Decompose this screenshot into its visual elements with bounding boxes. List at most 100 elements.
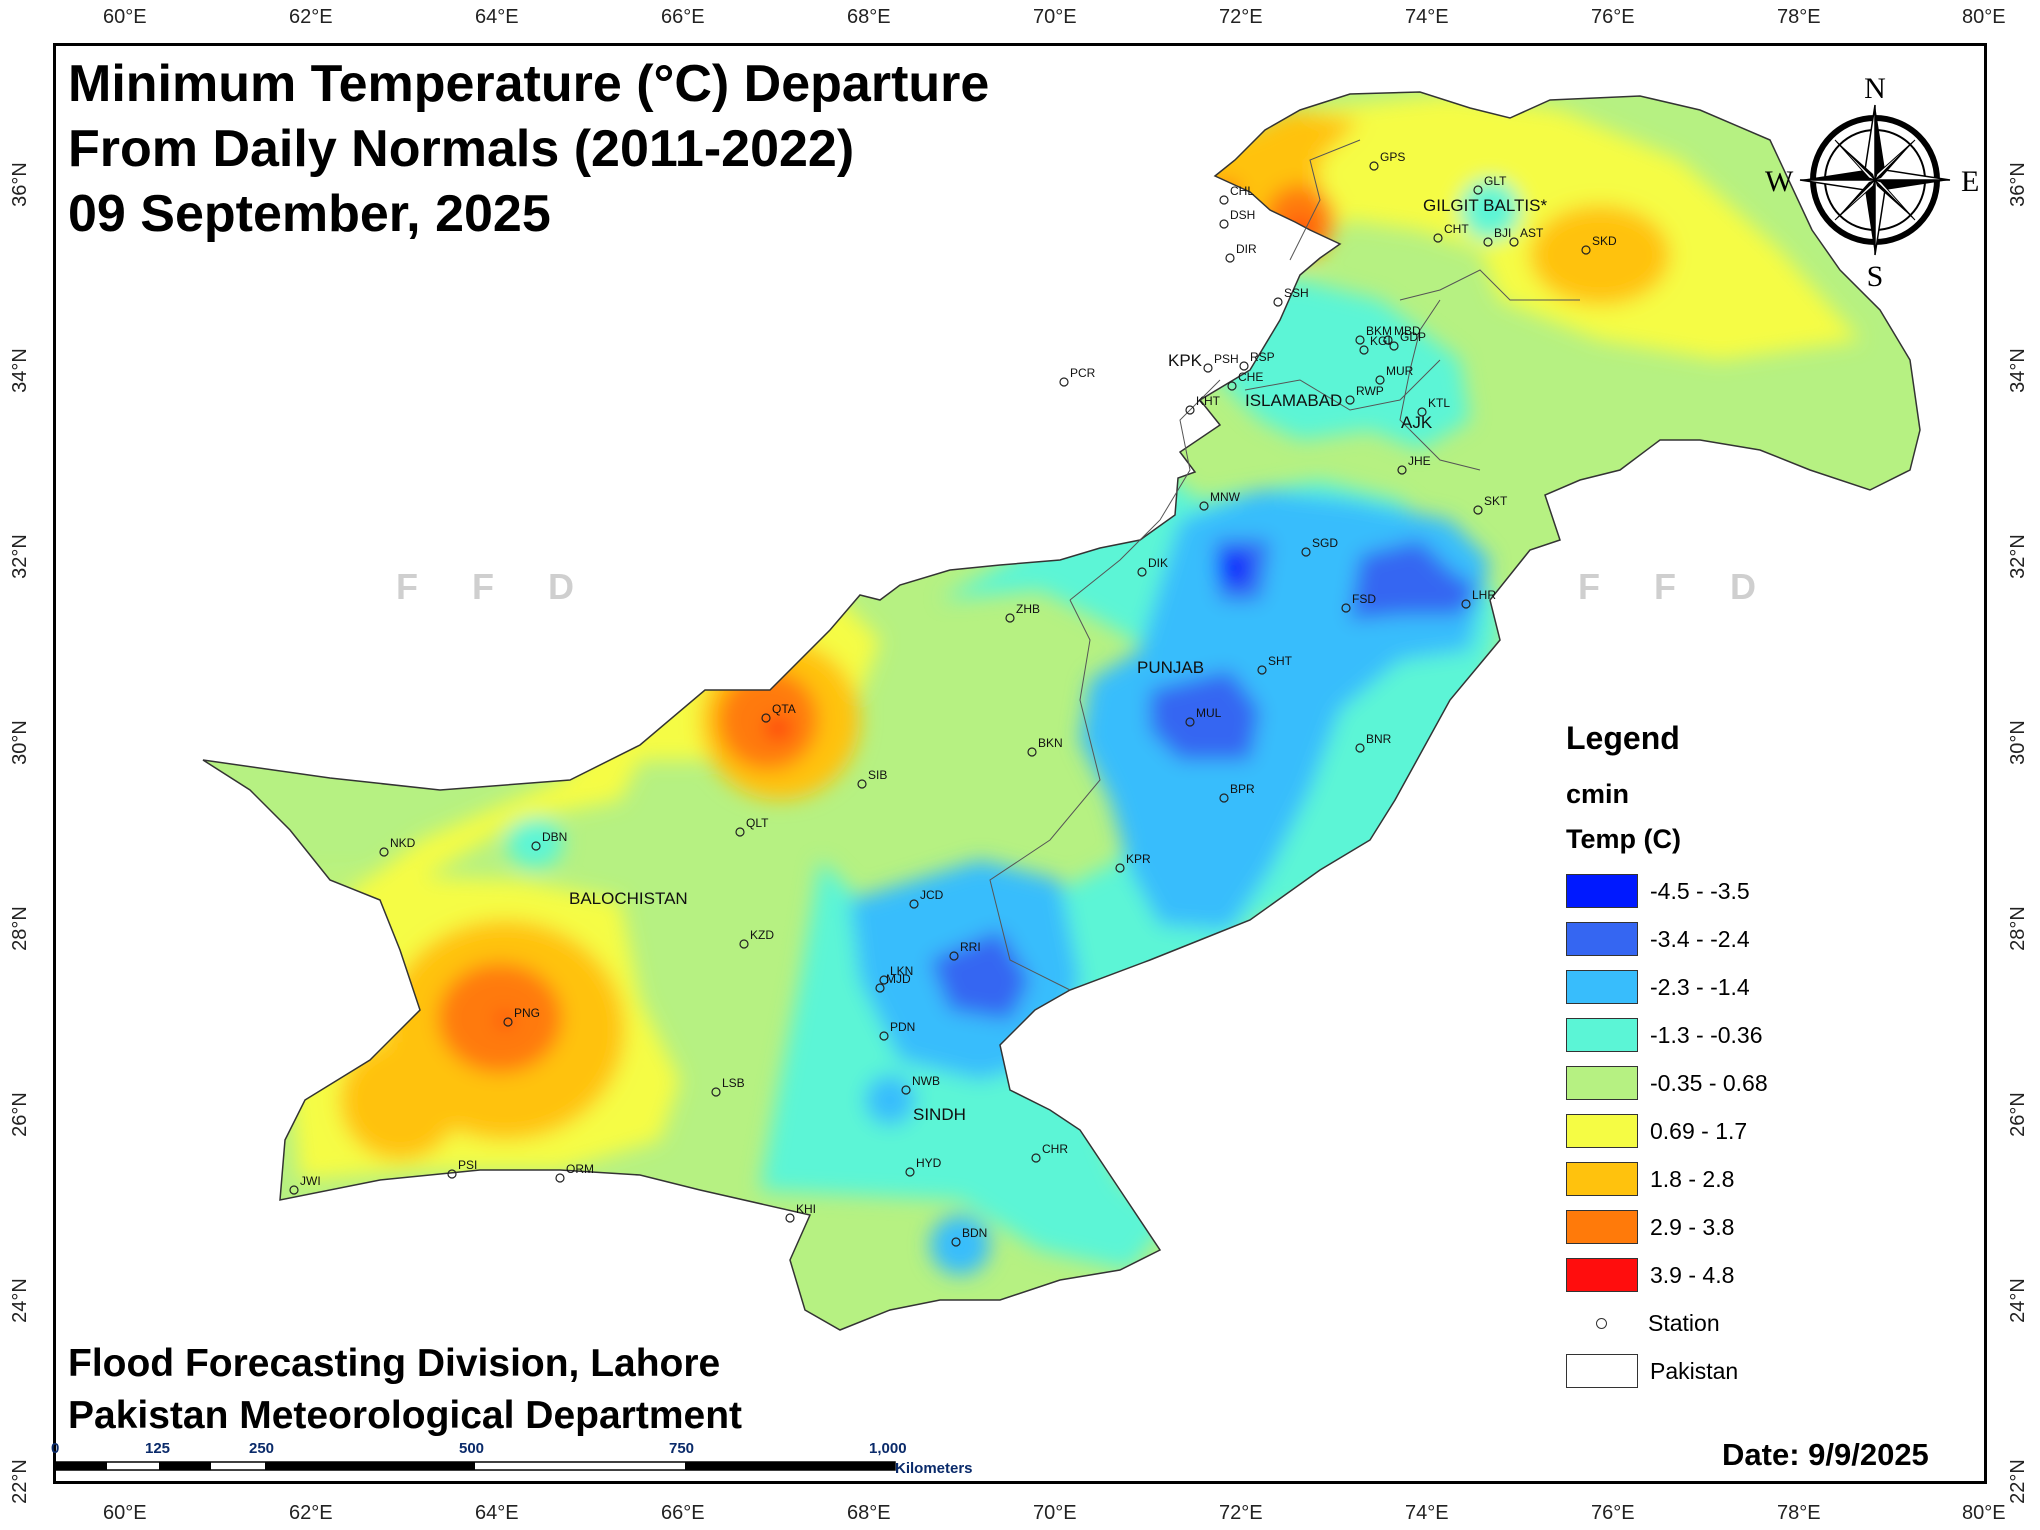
station-marker xyxy=(735,827,745,837)
station-marker xyxy=(1027,747,1037,757)
station-marker xyxy=(1137,567,1147,577)
station-marker xyxy=(1199,501,1209,511)
lon-tick-top: 80°E xyxy=(1962,6,2006,28)
station-marker xyxy=(1301,547,1311,557)
region-label-balochistan: BALOCHISTAN xyxy=(569,889,688,908)
lon-tick-top: 68°E xyxy=(847,6,891,28)
station-label: QLT xyxy=(746,816,769,830)
scale-tick: 1,000 xyxy=(869,1440,907,1457)
region-labels: GILGIT BALTIS* KPK ISLAMABAD AJK PUNJAB … xyxy=(569,196,1547,1124)
pakistan-outline xyxy=(202,91,1921,1331)
region-label-sindh: SINDH xyxy=(913,1105,966,1124)
station-label: SGD xyxy=(1312,536,1338,550)
station-marker xyxy=(1473,505,1483,515)
legend-class-label: 3.9 - 4.8 xyxy=(1650,1261,1735,1288)
station-marker xyxy=(785,1213,795,1223)
station-marker xyxy=(1355,743,1365,753)
station-marker xyxy=(1227,381,1237,391)
scale-tick: 750 xyxy=(669,1440,695,1457)
station-label: RRI xyxy=(960,940,981,954)
station-marker xyxy=(1581,245,1591,255)
station-label: MNW xyxy=(1210,490,1241,504)
station-label: KHI xyxy=(796,1202,816,1216)
station-label: KPR xyxy=(1126,852,1151,866)
title-line-3: 09 September, 2025 xyxy=(68,185,551,243)
legend-station-row: Station xyxy=(1566,1299,1926,1347)
watermark-left: F F D xyxy=(396,566,596,607)
station-label: JWI xyxy=(300,1174,321,1188)
station-marker xyxy=(1417,407,1427,417)
station-label: CHT xyxy=(1444,222,1469,236)
lon-tick-bottom: 76°E xyxy=(1591,1502,1635,1524)
station-marker xyxy=(1473,185,1483,195)
lon-tick-top: 78°E xyxy=(1777,6,1821,28)
station-marker xyxy=(1509,237,1519,247)
legend-class-row: 3.9 - 4.8 xyxy=(1566,1251,1926,1299)
station-marker xyxy=(1219,793,1229,803)
legend-class-label: -4.5 - -3.5 xyxy=(1650,877,1750,904)
legend-swatch xyxy=(1566,1066,1638,1100)
station-marker xyxy=(289,1185,299,1195)
legend-unit-title: Temp (C) xyxy=(1566,824,1681,854)
station-label: BKM xyxy=(1366,324,1392,338)
lon-tick-bottom: 64°E xyxy=(475,1502,519,1524)
station-label: CHR xyxy=(1042,1142,1068,1156)
station-marker xyxy=(1185,405,1195,415)
legend-class-label: -3.4 - -2.4 xyxy=(1650,925,1750,952)
station-label: MBD xyxy=(1394,324,1421,338)
station-marker xyxy=(1383,335,1393,345)
lon-tick-bottom: 68°E xyxy=(847,1502,891,1524)
station-marker xyxy=(1355,335,1365,345)
station-marker xyxy=(1375,375,1385,385)
station-label: RSP xyxy=(1250,350,1275,364)
station-marker xyxy=(447,1169,457,1179)
station-label: NWB xyxy=(912,1074,940,1088)
station-label: CHL xyxy=(1230,184,1254,198)
station-label: BNR xyxy=(1366,732,1392,746)
lon-tick-top: 70°E xyxy=(1033,6,1077,28)
station-label: PSH xyxy=(1214,352,1239,366)
station-marker xyxy=(1397,465,1407,475)
station-label: PDN xyxy=(890,1020,915,1034)
station-label: GPS xyxy=(1380,150,1405,164)
station-marker xyxy=(1433,233,1443,243)
lon-tick-bottom: 62°E xyxy=(289,1502,333,1524)
legend-field: cmin xyxy=(1566,779,1630,809)
legend-swatch xyxy=(1566,922,1638,956)
station-label: GDP xyxy=(1400,330,1426,344)
station-label: DBN xyxy=(542,830,567,844)
station-label: PCR xyxy=(1070,366,1096,380)
station-label: BPR xyxy=(1230,782,1255,796)
station-label: LHR xyxy=(1472,588,1496,602)
station-label: CHE xyxy=(1238,370,1263,384)
lon-tick-top: 60°E xyxy=(103,6,147,28)
station-marker xyxy=(1219,195,1229,205)
station-marker xyxy=(1389,341,1399,351)
north-arrow-icon: N S E W xyxy=(1765,72,1979,293)
station-marker xyxy=(909,899,919,909)
compass-w: W xyxy=(1765,165,1794,198)
legend-class-row: -2.3 - -1.4 xyxy=(1566,963,1926,1011)
station-marker xyxy=(1225,253,1235,263)
organization-block: Flood Forecasting Division, Lahore Pakis… xyxy=(68,1338,742,1442)
scale-tick: 500 xyxy=(459,1440,485,1457)
station-label: LSB xyxy=(722,1076,745,1090)
station-label: JCD xyxy=(920,888,944,902)
station-marker xyxy=(1239,361,1249,371)
legend-pakistan-label: Pakistan xyxy=(1650,1357,1739,1384)
lon-tick-top: 72°E xyxy=(1219,6,1263,28)
station-label: KGI xyxy=(1370,334,1391,348)
station-marker xyxy=(1115,863,1125,873)
scale-tick: 125 xyxy=(145,1440,171,1457)
region-label-islamabad: ISLAMABAD xyxy=(1245,391,1342,410)
region-label-gilgit: GILGIT BALTIS* xyxy=(1423,196,1547,215)
lon-tick-top: 76°E xyxy=(1591,6,1635,28)
legend-class-row: -1.3 - -0.36 xyxy=(1566,1011,1926,1059)
station-label: RWP xyxy=(1356,384,1384,398)
lon-tick-top: 74°E xyxy=(1405,6,1449,28)
station-label: MUR xyxy=(1386,364,1414,378)
station-marker xyxy=(1257,665,1267,675)
map-canvas xyxy=(202,91,1921,1331)
region-label-punjab: PUNJAB xyxy=(1137,658,1204,677)
